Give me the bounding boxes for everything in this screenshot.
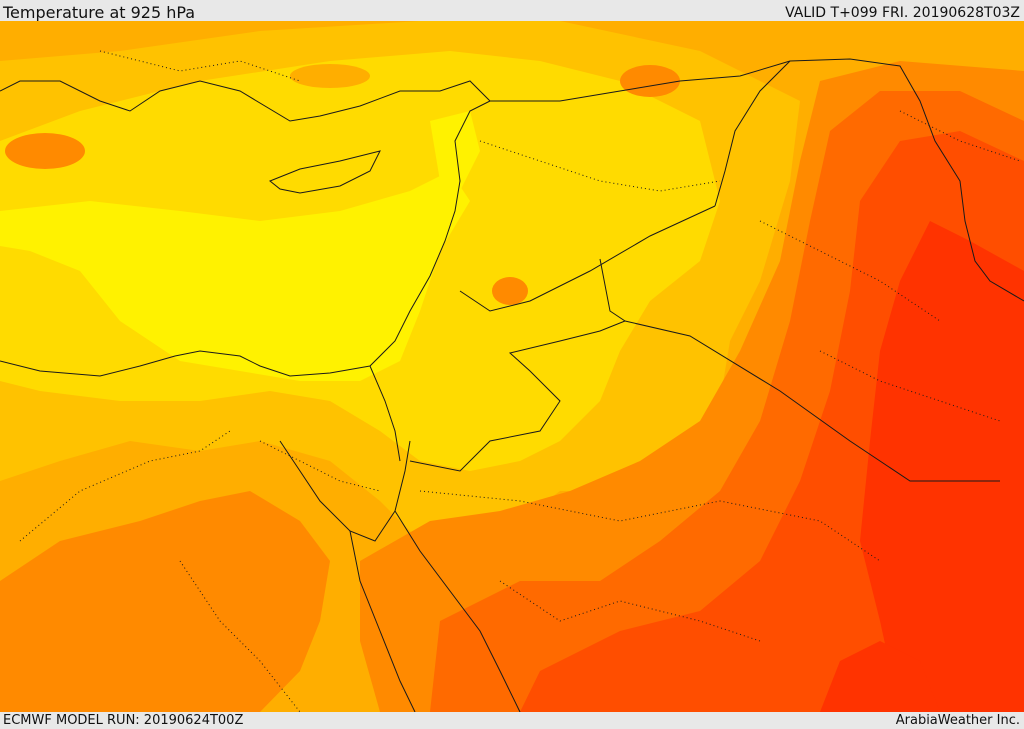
border-iraq-iran — [789, 58, 1024, 302]
border-syria-iraq — [714, 60, 791, 207]
borders-group — [0, 58, 1024, 712]
band-red-deep-south — [820, 641, 940, 712]
credit-label: ArabiaWeather Inc. — [895, 713, 1020, 728]
model-run-label: ECMWF MODEL RUN: 20190624T00Z — [3, 713, 244, 728]
coastline-cyprus — [269, 150, 381, 194]
province-turkey-1 — [99, 50, 301, 82]
province-egypt-2 — [179, 560, 301, 712]
border-syria-turkey — [490, 60, 791, 102]
province-saudi-2 — [499, 580, 761, 642]
patch-orange-syria — [620, 65, 680, 97]
band-orange-southwest — [0, 491, 330, 712]
province-iraq-1 — [759, 220, 941, 322]
coastline-levant — [369, 100, 491, 367]
coastline-north-africa — [0, 350, 371, 377]
band-yellow-bright — [0, 171, 470, 381]
border-iraq-saudi — [624, 320, 1000, 482]
temperature-map[interactable] — [0, 21, 1024, 712]
province-egypt-1 — [19, 430, 231, 542]
border-egypt-israel — [369, 365, 401, 462]
patch-orange-levant — [492, 277, 528, 305]
temperature-field-svg — [0, 21, 1024, 712]
border-syria-jordan — [459, 205, 716, 312]
coastline-red-sea-west — [349, 530, 416, 712]
band-yellow-bright-inland — [430, 111, 480, 191]
coastline-sinai — [279, 440, 411, 542]
province-lines — [19, 50, 1021, 712]
band-red-deep — [860, 221, 1024, 712]
patch-orange-turkey — [290, 64, 370, 88]
map-title: Temperature at 925 hPa — [3, 3, 196, 22]
border-jordan-saudi — [409, 258, 627, 472]
patch-orange-cyprus — [5, 133, 85, 169]
coastline-red-sea-east — [394, 510, 521, 712]
valid-time-label: VALID T+099 FRI. 20190628T03Z — [785, 5, 1020, 21]
coastline-turkey — [0, 80, 491, 122]
